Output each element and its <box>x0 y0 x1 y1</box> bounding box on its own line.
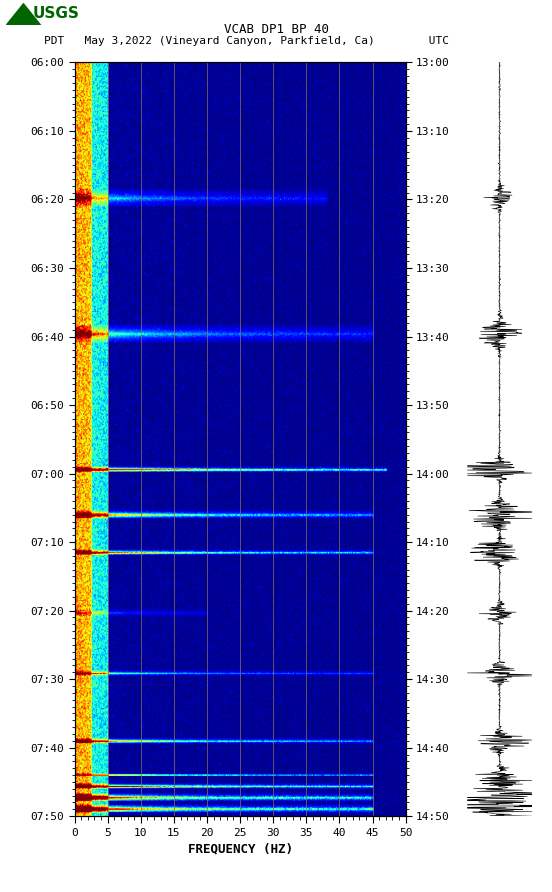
Polygon shape <box>6 3 41 25</box>
Text: USGS: USGS <box>33 6 79 21</box>
Text: PDT   May 3,2022 (Vineyard Canyon, Parkfield, Ca)        UTC: PDT May 3,2022 (Vineyard Canyon, Parkfie… <box>44 36 449 45</box>
X-axis label: FREQUENCY (HZ): FREQUENCY (HZ) <box>188 842 293 855</box>
Text: VCAB DP1 BP 40: VCAB DP1 BP 40 <box>224 23 328 37</box>
